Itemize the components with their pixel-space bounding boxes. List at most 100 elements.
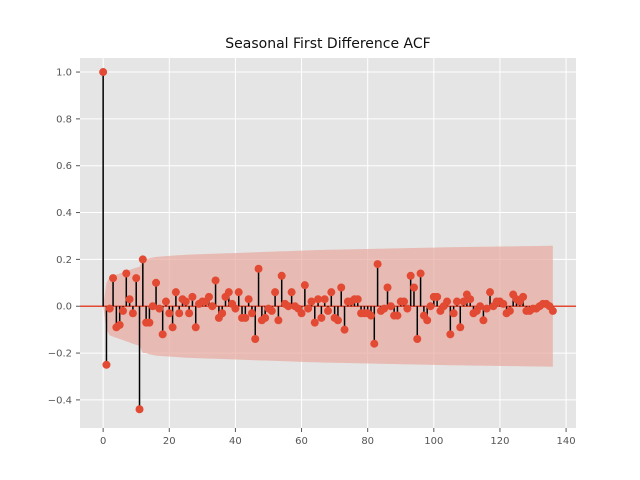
acf-point	[171, 288, 180, 297]
acf-point	[459, 297, 468, 306]
acf-point	[152, 278, 161, 287]
acf-point	[486, 288, 495, 297]
y-tick-label: −0.2	[48, 349, 72, 360]
acf-point	[251, 335, 260, 344]
acf-point	[231, 304, 240, 313]
acf-point	[400, 297, 409, 306]
acf-point	[423, 316, 432, 325]
acf-point	[452, 297, 461, 306]
acf-point	[476, 302, 485, 311]
x-tick-label: 40	[229, 436, 242, 447]
acf-point	[337, 283, 346, 292]
y-tick-label: 0.4	[56, 208, 72, 219]
acf-point	[138, 255, 147, 264]
x-tick-label: 0	[100, 436, 106, 447]
acf-point	[433, 292, 442, 301]
markers	[99, 68, 557, 414]
x-tick-label: 120	[490, 436, 509, 447]
x-tick-label: 140	[557, 436, 576, 447]
acf-point	[373, 260, 382, 269]
acf-point	[403, 304, 412, 313]
acf-point	[317, 313, 326, 322]
acf-point	[370, 339, 379, 348]
acf-point	[102, 360, 111, 369]
acf-point	[413, 335, 422, 344]
acf-point	[300, 281, 309, 290]
acf-point	[267, 306, 276, 315]
acf-point	[122, 269, 131, 278]
acf-point	[499, 299, 508, 308]
chart-title: Seasonal First Difference ACF	[225, 36, 430, 52]
x-tick-label: 60	[295, 436, 308, 447]
acf-point	[99, 68, 108, 77]
acf-point	[148, 302, 157, 311]
acf-point	[224, 288, 233, 297]
acf-point	[234, 288, 243, 297]
acf-point	[406, 271, 415, 280]
acf-point	[466, 295, 475, 304]
acf-point	[277, 271, 286, 280]
acf-point	[287, 288, 296, 297]
acf-point	[284, 302, 293, 311]
acf-point	[254, 264, 263, 273]
acf-point	[548, 306, 557, 315]
acf-point	[416, 269, 425, 278]
acf-point	[386, 302, 395, 311]
acf-point	[383, 283, 392, 292]
acf-point	[271, 288, 280, 297]
acf-point	[158, 330, 167, 339]
acf-point	[380, 304, 389, 313]
acf-point	[181, 297, 190, 306]
acf-point	[307, 297, 316, 306]
acf-point	[314, 295, 323, 304]
acf-point	[247, 309, 256, 318]
acf-point	[115, 320, 124, 329]
acf-point	[519, 292, 528, 301]
acf-point	[340, 325, 349, 334]
acf-point	[135, 405, 144, 414]
acf-point	[366, 311, 375, 320]
acf-point	[105, 304, 114, 313]
acf-point	[208, 302, 217, 311]
acf-point	[320, 295, 329, 304]
acf-point	[482, 304, 491, 313]
acf-point	[446, 330, 455, 339]
acf-point	[132, 274, 141, 283]
acf-point	[426, 302, 435, 311]
y-tick-label: 0.8	[56, 114, 72, 125]
acf-point	[128, 309, 137, 318]
acf-point	[449, 309, 458, 318]
y-tick-label: 0.0	[56, 302, 72, 313]
y-tick-label: 1.0	[56, 68, 72, 79]
acf-point	[191, 323, 200, 332]
acf-point	[353, 295, 362, 304]
acf-point	[456, 323, 465, 332]
acf-point	[109, 274, 118, 283]
acf-point	[241, 313, 250, 322]
acf-point	[324, 306, 332, 315]
acf-point	[211, 276, 220, 285]
acf-point	[188, 292, 197, 301]
x-tick-label: 100	[424, 436, 443, 447]
acf-point	[125, 295, 134, 304]
y-tick-label: 0.2	[56, 255, 72, 266]
acf-point	[479, 316, 488, 325]
acf-point	[310, 318, 319, 327]
acf-point	[393, 311, 402, 320]
acf-point	[333, 316, 342, 325]
acf-point	[274, 316, 283, 325]
acf-point	[505, 306, 514, 315]
acf-point	[304, 304, 313, 313]
acf-point	[161, 297, 170, 306]
acf-point	[327, 288, 336, 297]
acf-point	[165, 309, 174, 318]
acf-point	[204, 292, 213, 301]
tick-labels: 0 20 40 60 80 100 120 140 −0.4 −0.2 0.0 0.2 0.4 0.6 0.…	[48, 68, 576, 447]
acf-point	[409, 283, 418, 292]
acf-point	[145, 318, 154, 327]
x-tick-label: 20	[163, 436, 176, 447]
acf-point	[244, 295, 253, 304]
acf-point	[261, 313, 270, 322]
acf-point	[168, 323, 177, 332]
